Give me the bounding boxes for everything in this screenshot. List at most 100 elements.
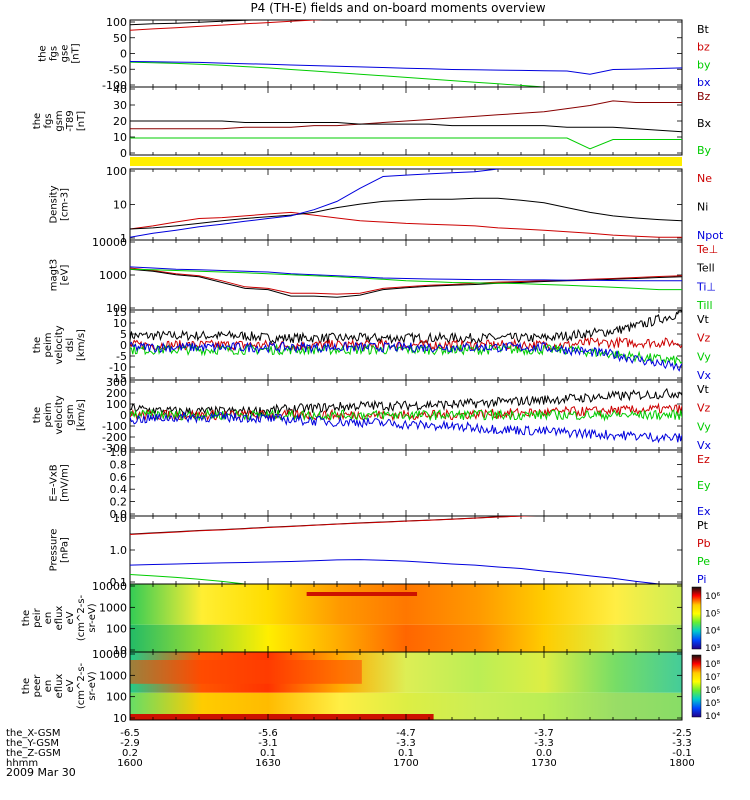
y-tick-label: 100 xyxy=(106,302,127,315)
y-tick-label: 100 xyxy=(106,165,127,178)
y-tick-label: 10000 xyxy=(92,236,127,249)
panel-pressure: 10 1.0 0.1 Pressure [nPa] Pt Pb Pe Pi xyxy=(49,512,711,589)
panel-frame xyxy=(129,168,683,241)
orbit-row-label: the_Y-GSM xyxy=(6,738,59,749)
series-vx xyxy=(130,341,682,372)
y-tick-label: 10 xyxy=(113,644,127,657)
y-tick-label: -100 xyxy=(102,79,127,92)
orbit-value: 0.1 xyxy=(398,748,414,759)
y-tick-label: -5 xyxy=(116,350,127,363)
orbit-value: 1600 xyxy=(117,758,142,769)
orbit-value: 1800 xyxy=(669,758,694,769)
panel-fgs-gsm: 40 30 20 10 0 the fgs gsm -T89 [nT] Bz Bx By xyxy=(32,83,712,160)
y-axis-label: [mV/m] xyxy=(60,464,71,502)
y-tick-label: 300 xyxy=(106,376,127,389)
panel-peer: 10⁸ 10⁷ 10⁶ 10⁵ 10⁴ 10000 1000 100 10 the peer en ef… xyxy=(21,648,720,725)
y-axis-label: peir xyxy=(32,607,43,627)
colorbar-tick-label: 10³ xyxy=(705,644,720,654)
series-bz xyxy=(130,100,682,130)
orbit-table: the_X-GSM -6.5 -5.6 -4.7 -3.7 -2.5 the_Y-GSM -2… xyxy=(6,728,695,769)
y-axis-label: gsm xyxy=(65,404,76,425)
y-tick-label: 0 xyxy=(120,48,127,61)
legend-bt: Bt xyxy=(697,23,710,36)
series-tell xyxy=(130,268,682,298)
series-bt xyxy=(130,20,266,26)
y-tick-label: -100 xyxy=(102,420,127,433)
orbit-value: -6.5 xyxy=(120,728,140,739)
y-axis-label: fgs xyxy=(49,46,60,61)
y-tick-label: -10 xyxy=(109,361,127,374)
legend-ez: Ez xyxy=(697,453,710,466)
colorbar-tick-label: 10⁴ xyxy=(705,627,720,637)
panel-frame xyxy=(129,449,683,517)
date-label: 2009 Mar 30 xyxy=(6,766,76,779)
y-tick-label: 30 xyxy=(113,99,127,112)
y-tick-label: 0 xyxy=(120,409,127,422)
series-pb xyxy=(130,516,537,535)
series-vt xyxy=(130,310,682,345)
panel-temperature: 10000 1000 100 magt3 [eV] Te⊥ Tell Ti⊥ Till xyxy=(49,236,719,315)
legend-vz: Vz xyxy=(697,332,711,345)
y-axis-label: [nT] xyxy=(76,111,87,131)
orbit-value: 1730 xyxy=(531,758,556,769)
series-npot xyxy=(130,169,503,238)
y-tick-label: -300 xyxy=(102,442,127,455)
y-axis-label: eflux xyxy=(54,674,65,699)
orbit-value: -5.6 xyxy=(258,728,278,739)
orbit-value: 1700 xyxy=(393,758,418,769)
y-axis-label: peim xyxy=(43,332,54,357)
panel-efield: 1.00.80.60.40.20.0 E=-VxB [mV/m] Ez Ey Ex xyxy=(49,446,711,521)
colorbar-tick-label: 10⁶ xyxy=(705,686,720,696)
colorbar-tick-label: 10⁸ xyxy=(705,660,720,670)
y-tick-label: 1 xyxy=(120,232,127,245)
y-tick-label: 1000 xyxy=(99,269,127,282)
legend-ey: Ey xyxy=(697,479,711,492)
legend-vx: Vx xyxy=(697,369,712,382)
orbit-value: -3.7 xyxy=(534,728,554,739)
y-axis-label: [eV] xyxy=(60,265,71,286)
mode-bar xyxy=(130,157,682,166)
y-axis-label: the xyxy=(21,678,32,694)
y-tick-label: 0.1 xyxy=(110,576,128,589)
y-axis-label: the xyxy=(21,610,32,626)
series-vx xyxy=(130,411,682,444)
colorbar-tick-label: 10⁶ xyxy=(705,592,720,602)
series-bz xyxy=(130,20,323,31)
panel-density: 100 10 1 Density [cm-3] Ne Ni Npot xyxy=(49,165,724,245)
y-axis-label: en xyxy=(43,680,54,693)
legend-bz: bz xyxy=(697,41,710,54)
orbit-value: -0.1 xyxy=(672,748,692,759)
y-tick-label: 10000 xyxy=(92,648,127,661)
orbit-value: 0.1 xyxy=(260,748,276,759)
colorbar-tick-label: 10⁵ xyxy=(705,609,720,619)
orbit-row-label: hhmm xyxy=(6,758,38,769)
y-axis-label: eV xyxy=(65,611,76,624)
orbit-value: -2.9 xyxy=(120,738,140,749)
orbit-value: -4.7 xyxy=(396,728,416,739)
y-tick-label: 10 xyxy=(113,512,127,525)
y-tick-label: 0 xyxy=(120,339,127,352)
y-tick-label: 10 xyxy=(113,199,127,212)
y-axis-label: sr-eV) xyxy=(87,603,98,632)
series-vt xyxy=(130,387,682,418)
legend-npot: Npot xyxy=(697,229,724,242)
series-by xyxy=(130,137,682,150)
spectrogram-peak xyxy=(306,592,418,596)
legend-by: By xyxy=(697,144,712,157)
colorbar-tick-label: 10⁷ xyxy=(705,673,720,683)
series-bx xyxy=(130,120,682,133)
y-tick-label: 50 xyxy=(113,32,127,45)
panel-frame xyxy=(129,239,683,311)
y-axis-label: the xyxy=(32,407,43,423)
legend-pe: Pe xyxy=(697,555,710,568)
y-tick-label: 0.8 xyxy=(110,458,128,471)
y-tick-label: 0.0 xyxy=(110,508,128,521)
y-axis-label: eV xyxy=(65,679,76,692)
orbit-row-label: the_Z-GSM xyxy=(6,748,61,759)
y-axis-label: Pressure xyxy=(49,529,60,572)
y-axis-label: the xyxy=(32,337,43,353)
series-ni xyxy=(130,197,682,230)
y-axis-label: [km/s] xyxy=(76,399,87,431)
